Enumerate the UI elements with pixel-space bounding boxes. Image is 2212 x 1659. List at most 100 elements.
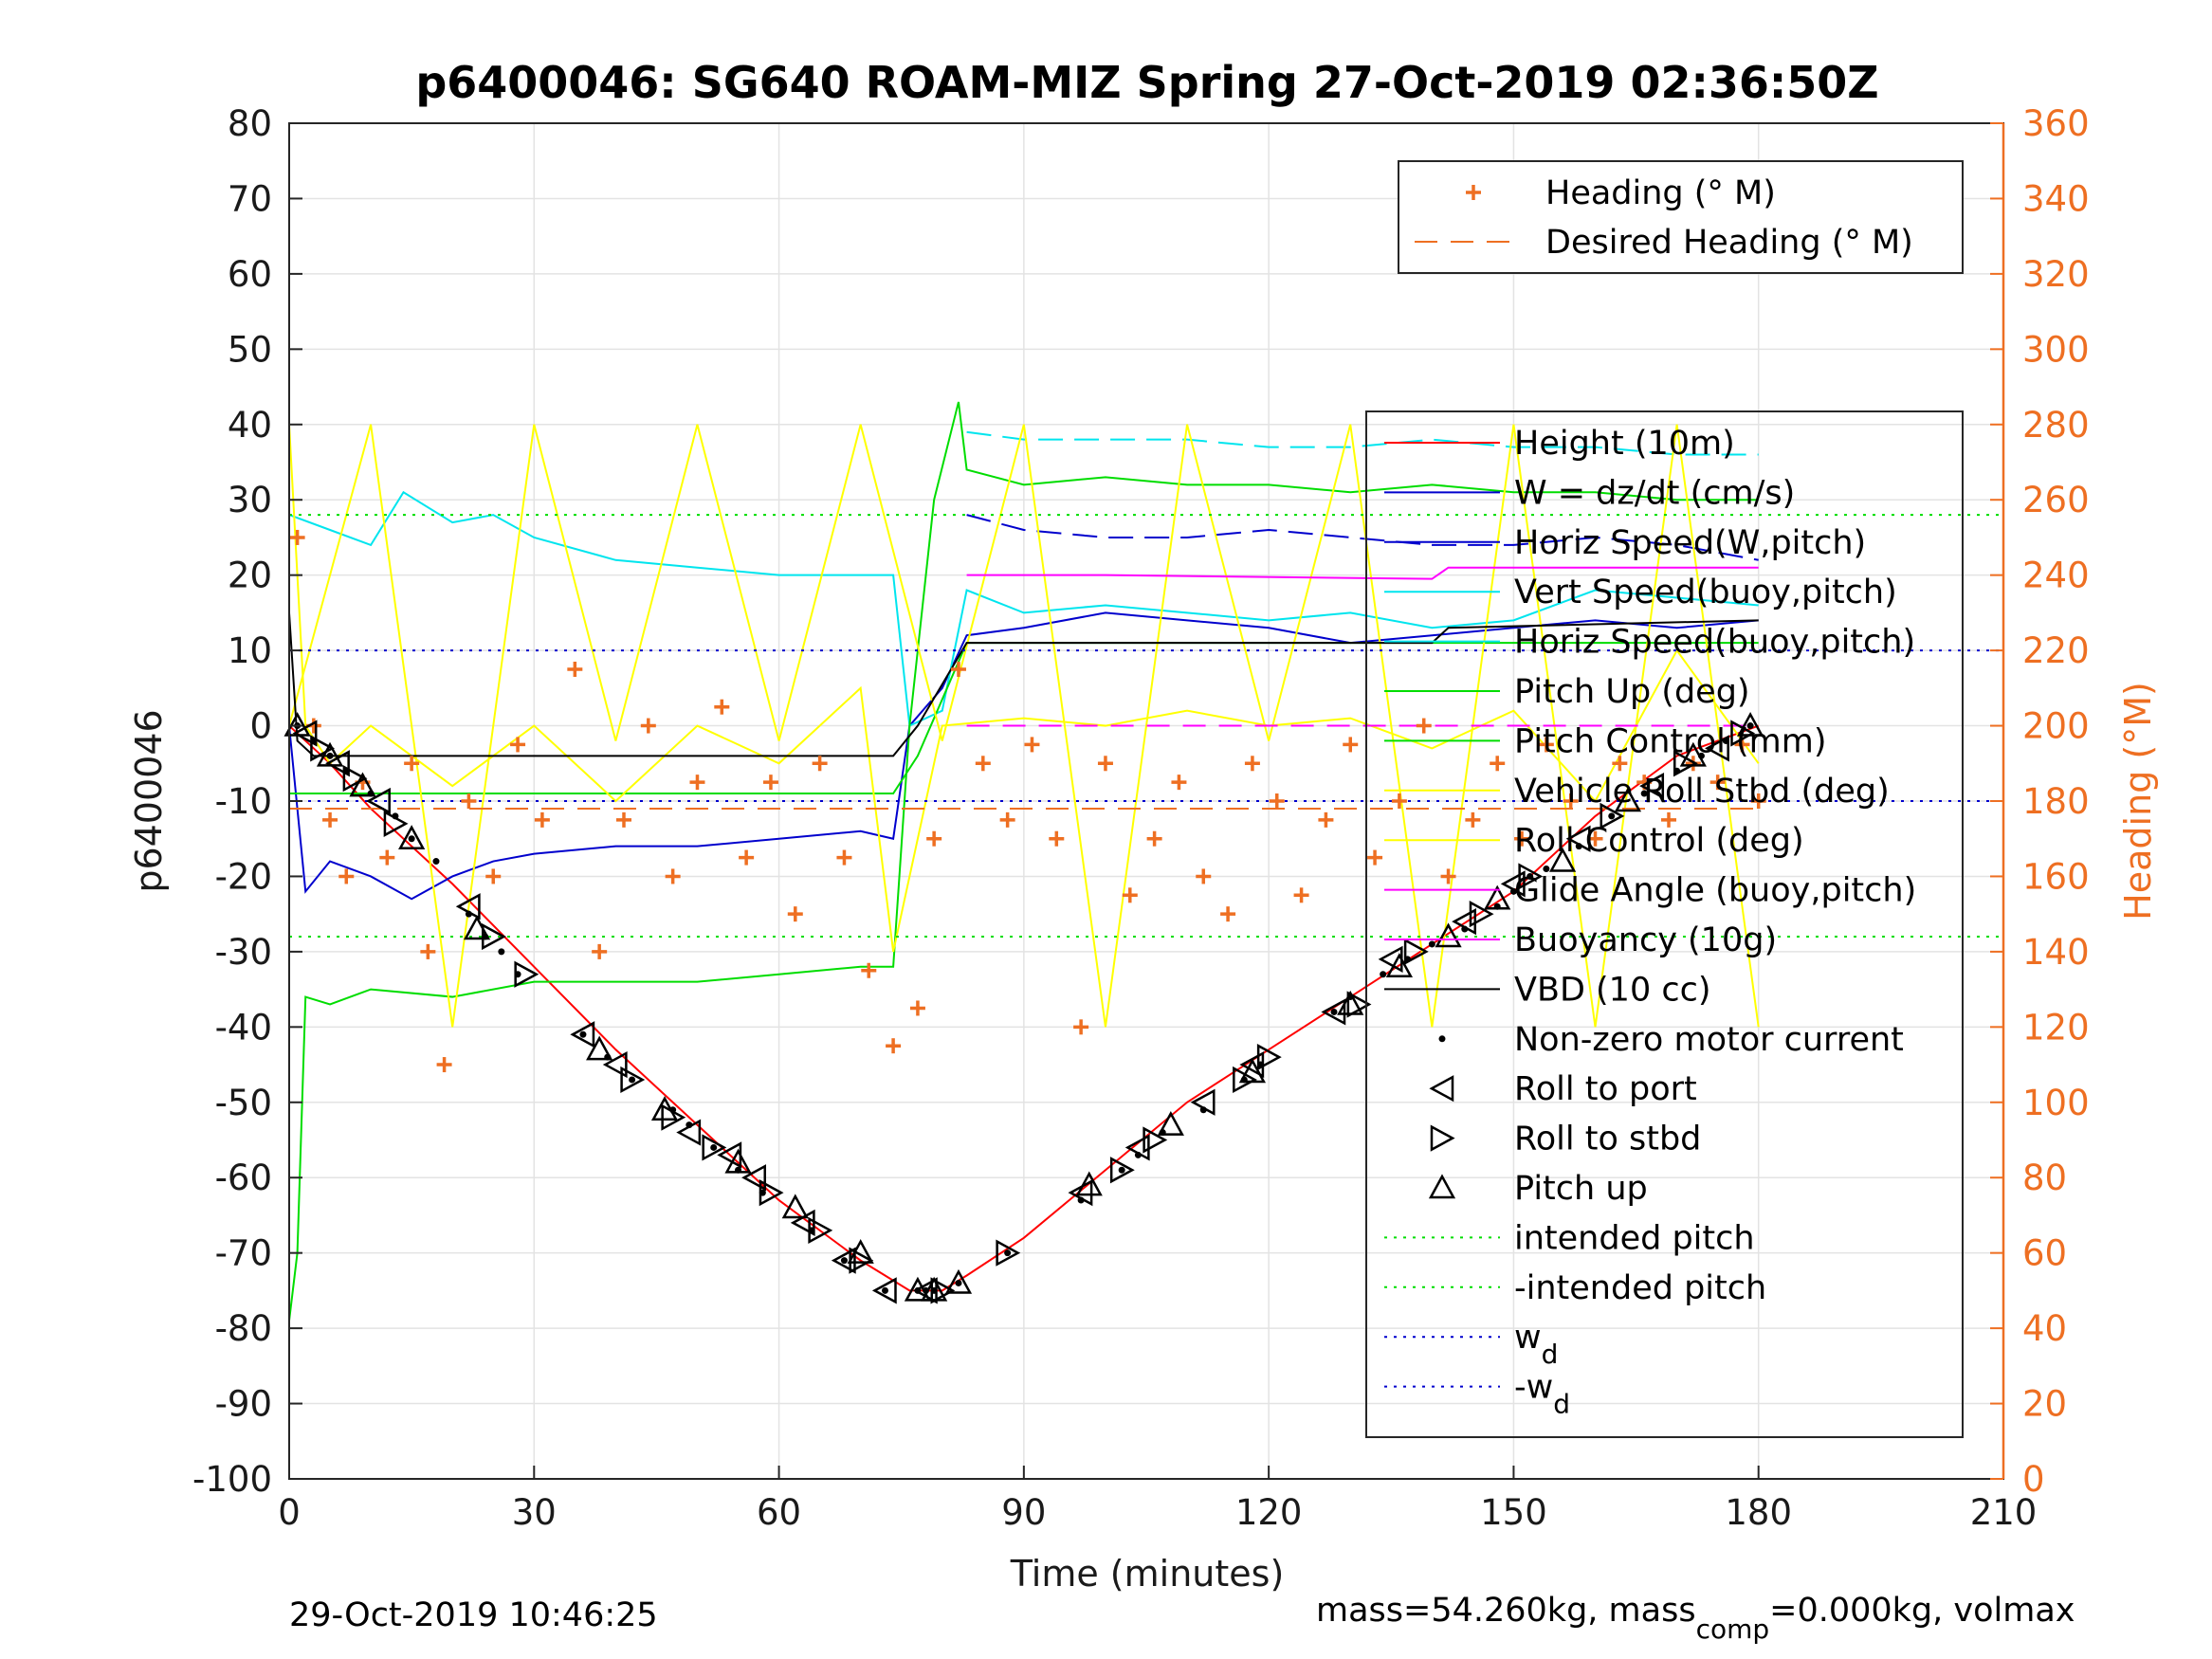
heading-point <box>1269 793 1285 809</box>
series-height-10m <box>288 724 1760 1292</box>
heading-point <box>886 1038 902 1054</box>
legend-series-label: Pitch Up (deg) <box>1514 673 1750 711</box>
y-tick-label: -60 <box>215 1158 272 1198</box>
legend-series-label-text: -w <box>1514 1369 1553 1407</box>
legend-series-label: VBD (10 cc) <box>1514 971 1711 1009</box>
chart-title: p6400046: SG640 ROAM-MIZ Spring 27-Oct-2… <box>415 57 1878 108</box>
legend-series-label-text: Vert Speed(buoy,pitch) <box>1514 574 1897 611</box>
heading-point <box>592 943 608 959</box>
y-right-tick-label: 220 <box>2022 630 2090 671</box>
heading-point <box>1391 793 1407 809</box>
legend-series-label-text: Vehicle Roll Stbd (deg) <box>1514 773 1890 811</box>
heading-point <box>1171 775 1187 791</box>
y-tick-label: -20 <box>215 856 272 897</box>
legend-series-box <box>1365 410 1964 1438</box>
x-tick-label: 30 <box>512 1492 557 1533</box>
legend-series-label: Roll to stbd <box>1514 1121 1701 1158</box>
y-tick-label: 50 <box>228 329 272 370</box>
x-tick-label: 210 <box>1970 1492 2038 1533</box>
heading-point <box>1293 887 1309 903</box>
legend-heading: Heading (° M) Desired Heading (° M) <box>1398 160 1964 274</box>
heading-point <box>640 718 656 734</box>
legend-series-label: Vehicle Roll Stbd (deg) <box>1514 773 1890 811</box>
roll-to-port-marker <box>1321 998 1346 1026</box>
roll-to-stbd-marker <box>808 1216 833 1244</box>
legend-series-label: wd <box>1514 1319 1558 1370</box>
pitch-up-marker <box>1337 990 1364 1015</box>
heading-point <box>787 906 803 922</box>
pitch-up-marker <box>944 1268 973 1294</box>
y-tick-label: 70 <box>228 178 272 219</box>
y-axis-label: p6400046 <box>128 709 170 892</box>
pitch-up-marker <box>921 1276 948 1302</box>
pitch-up-marker <box>1548 847 1577 872</box>
y-tick-label: 40 <box>228 405 272 446</box>
heading-point <box>1122 887 1138 903</box>
motor-current-point <box>1330 1008 1338 1015</box>
series-horiz-speed-w-pitch <box>966 514 1759 561</box>
motor-current-point <box>955 1279 962 1286</box>
legend-series-label-text: Pitch Up (deg) <box>1514 673 1750 711</box>
legend-series-label: Horiz Speed(W,pitch) <box>1514 524 1866 562</box>
heading-point <box>1750 793 1766 809</box>
heading-point <box>1146 830 1162 847</box>
heading-point <box>689 775 705 791</box>
roll-to-stbd-marker <box>383 810 409 837</box>
heading-point <box>1073 1019 1089 1035</box>
legend-series-label: Non-zero motor current <box>1514 1021 1904 1059</box>
roll-to-port-marker <box>1452 908 1477 936</box>
legend-series-label-text: Glide Angle (buoy,pitch) <box>1514 872 1916 910</box>
motor-current-point <box>1640 790 1648 797</box>
y-right-tick-label: 320 <box>2022 254 2090 295</box>
motor-current-point <box>1526 872 1534 880</box>
y-right-tick-label: 0 <box>2022 1459 2045 1500</box>
roll-to-port-marker <box>455 893 481 921</box>
pitch-up-marker <box>1435 922 1462 948</box>
y-right-tick-label: 180 <box>2022 781 2090 822</box>
motor-current-point <box>326 752 334 759</box>
motor-current-point <box>1746 722 1754 730</box>
y-tick-label: -80 <box>215 1308 272 1349</box>
legend-series-label: Pitch up <box>1514 1170 1648 1208</box>
heading-point <box>289 529 305 545</box>
legend-series-label: Horiz Speed(buoy,pitch) <box>1514 624 1915 662</box>
roll-to-port-marker <box>602 1050 628 1079</box>
pitch-up-marker <box>463 915 491 940</box>
pitch-up-marker <box>398 825 426 849</box>
roll-to-stbd-marker <box>1143 1126 1168 1154</box>
pitch-up-marker <box>586 1035 613 1061</box>
x-tick-label: 60 <box>757 1492 801 1533</box>
legend-series-label-text: Horiz Speed(buoy,pitch) <box>1514 624 1915 662</box>
x-tick-label: 90 <box>1001 1492 1046 1533</box>
y-right-tick-label: 160 <box>2022 856 2090 897</box>
pitch-up-marker <box>316 741 344 767</box>
footer-mass-rest: =0.000kg, volmax <box>1769 1592 2075 1630</box>
legend-series-label: Height (10m) <box>1514 425 1735 463</box>
heading-point <box>1049 830 1065 847</box>
y-tick-label: 30 <box>228 480 272 520</box>
roll-to-stbd-marker <box>996 1239 1021 1267</box>
y-tick-label: -50 <box>215 1083 272 1123</box>
legend-swatch-stbd <box>1430 1124 1455 1152</box>
roll-to-port-marker <box>831 1247 856 1274</box>
heading-point <box>1367 849 1383 866</box>
y-right-tick-label: 340 <box>2022 178 2090 219</box>
heading-point <box>975 756 991 772</box>
heading-point <box>485 868 502 884</box>
heading-point <box>999 811 1015 828</box>
motor-current-point <box>1608 812 1616 820</box>
legend-series-label: Glide Angle (buoy,pitch) <box>1514 872 1916 910</box>
motor-current-point <box>1380 971 1387 978</box>
y-tick-label: 60 <box>228 254 272 295</box>
heading-point <box>1538 737 1554 753</box>
roll-to-stbd-marker <box>310 735 336 762</box>
heading-point <box>714 699 730 715</box>
marker-layer <box>283 529 1766 1304</box>
y-tick-label: -40 <box>215 1007 272 1048</box>
y-right-tick-label: 300 <box>2022 329 2090 370</box>
motor-current-point <box>408 835 415 843</box>
legend-series-label-text: Non-zero motor current <box>1514 1021 1904 1059</box>
footer-mass-text: mass=54.260kg, mass <box>1316 1592 1696 1630</box>
y-tick-label: 20 <box>228 556 272 596</box>
